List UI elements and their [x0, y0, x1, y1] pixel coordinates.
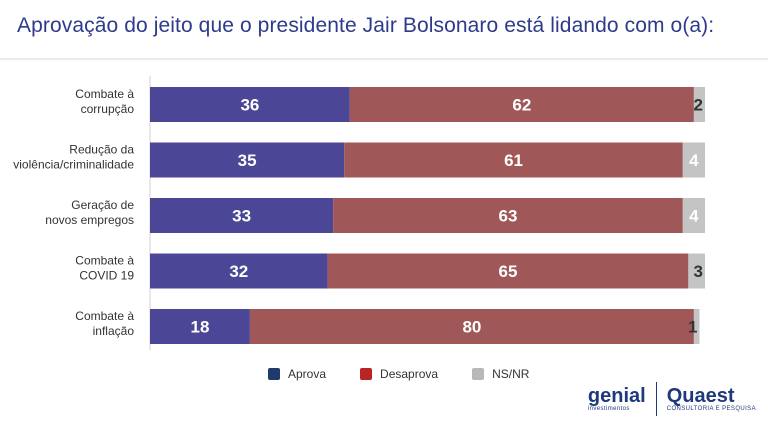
data-label: 33 — [232, 207, 251, 226]
legend-item-nsnr: NS/NR — [472, 367, 529, 381]
category-label: COVID 19 — [79, 269, 134, 283]
bar-nsnr-0 — [693, 87, 705, 122]
footer-logos: genial investimentos Quaest CONSULTORIA … — [588, 382, 756, 416]
bar-desaprova-1 — [344, 142, 683, 178]
bar-aprova-3 — [150, 253, 328, 289]
bar-desaprova-3 — [327, 253, 689, 289]
bar-nsnr-2 — [682, 198, 705, 233]
data-label: 35 — [238, 151, 257, 170]
category-label: Combate à — [75, 254, 134, 268]
category-label: novos empregos — [45, 213, 134, 227]
legend-label: NS/NR — [492, 367, 530, 381]
quaest-logo: Quaest CONSULTORIA E PESQUISA — [666, 385, 756, 412]
genial-logo: genial investimentos — [587, 385, 646, 412]
category-label: Combate à — [75, 87, 134, 101]
legend-item-desaprova: Desaprova — [360, 367, 438, 381]
logo-divider — [655, 382, 657, 416]
data-label: 63 — [499, 207, 518, 226]
chart-title: Aprovação do jeito que o presidente Jair… — [17, 14, 715, 37]
data-label: 32 — [229, 262, 248, 281]
category-label: inflação — [93, 324, 135, 338]
bar-desaprova-4 — [249, 309, 694, 344]
data-label: 18 — [190, 318, 209, 337]
bar-nsnr-3 — [688, 253, 705, 289]
legend-swatch — [472, 368, 485, 380]
data-label: 3 — [694, 262, 703, 281]
bar-desaprova-2 — [333, 198, 683, 233]
data-label: 61 — [504, 151, 523, 170]
data-label: 36 — [240, 96, 259, 115]
bar-aprova-0 — [150, 87, 350, 122]
data-label: 65 — [499, 262, 518, 281]
title-divider — [0, 58, 768, 60]
legend-label: Aprova — [288, 367, 327, 381]
legend-item-aprova: Aprova — [268, 367, 326, 381]
category-label: corrupção — [81, 102, 135, 116]
data-label: 2 — [694, 96, 703, 115]
legend-swatch — [268, 368, 280, 380]
category-label: violência/criminalidade — [13, 158, 134, 172]
bar-aprova-4 — [150, 309, 250, 344]
data-label: 4 — [689, 151, 699, 170]
legend: Aprova Desaprova NS/NR — [268, 367, 529, 381]
bar-aprova-1 — [150, 142, 345, 178]
bar-aprova-2 — [150, 198, 334, 233]
data-label: 80 — [462, 318, 481, 337]
legend-swatch — [360, 368, 373, 380]
bar-nsnr-1 — [682, 142, 705, 178]
category-label: Combate à — [75, 309, 134, 323]
data-label: 1 — [688, 318, 697, 337]
category-label: Geração de — [71, 198, 134, 212]
bar-desaprova-0 — [349, 87, 694, 122]
legend-label: Desaprova — [380, 367, 439, 381]
data-label: 4 — [689, 207, 699, 226]
category-label: Redução da — [69, 143, 134, 157]
bar-nsnr-4 — [693, 309, 700, 344]
stacked-bar-chart: 36 62 235 61 433 63 432 65 318 80 1 Combate àcorru… — [13, 76, 705, 350]
data-label: 62 — [512, 96, 531, 115]
